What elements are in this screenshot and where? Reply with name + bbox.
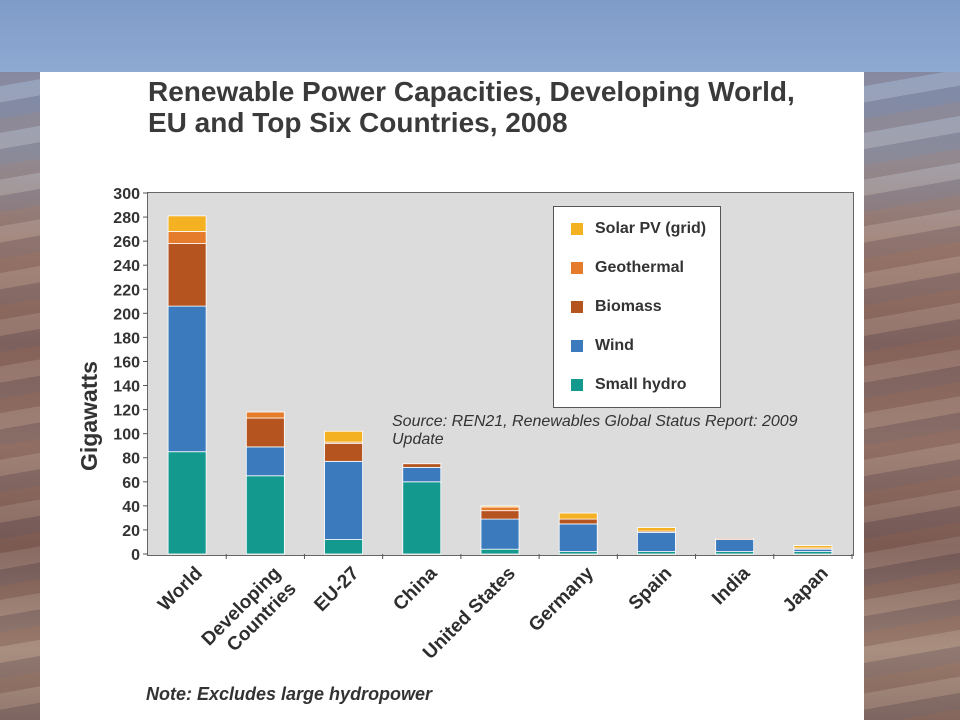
- source-annotation: Source: REN21, Renewables Global Status …: [392, 413, 798, 448]
- x-tick-label: China: [389, 563, 441, 615]
- x-tick-label: Japan: [779, 563, 833, 617]
- x-tick-label-group: EU-27: [310, 563, 363, 616]
- x-tick-label-group: World: [154, 563, 207, 616]
- chart-title-line-1: Renewable Power Capacities, Developing W…: [148, 76, 795, 107]
- x-tick-label-group: Germany: [525, 563, 598, 636]
- legend: Solar PV (grid) Geothermal Biomass Wind …: [553, 206, 721, 408]
- bar-segment-biomass: [402, 463, 442, 468]
- legend-label-wind: Wind: [595, 337, 634, 354]
- legend-swatch-solar-pv: [571, 223, 583, 235]
- bar-segment-small_hydro: [402, 481, 442, 555]
- y-tick-label: 120: [113, 403, 140, 420]
- bar-segment-wind: [715, 539, 755, 552]
- bar-segment-solar_pv: [558, 512, 598, 520]
- legend-swatch-wind: [571, 340, 583, 352]
- y-tick-label: 100: [113, 427, 140, 444]
- y-tick-label: 280: [113, 210, 140, 227]
- y-tick-label: 200: [113, 306, 140, 323]
- bar-segment-wind: [245, 446, 285, 477]
- legend-swatch-biomass: [571, 301, 583, 313]
- bar-segment-biomass: [245, 417, 285, 448]
- bar-segment-biomass: [324, 442, 363, 462]
- bar-segment-wind: [167, 305, 207, 453]
- x-tick-label-group: Japan: [779, 563, 833, 617]
- legend-item-biomass: Biomass: [571, 297, 662, 317]
- y-tick-label: 140: [113, 379, 140, 396]
- bar-segment-wind: [480, 518, 520, 550]
- y-tick-label: 20: [122, 523, 140, 540]
- bar-segment-geothermal: [480, 506, 520, 512]
- bar-segment-geothermal: [245, 411, 285, 419]
- bar-segment-biomass: [167, 243, 207, 307]
- x-tick-label-group: Spain: [625, 563, 676, 614]
- chart-title: Renewable Power Capacities, Developing W…: [148, 76, 848, 138]
- y-axis-label: Gigawatts: [76, 361, 102, 471]
- bar-segment-wind: [637, 531, 676, 552]
- bar-segment-small_hydro: [245, 475, 285, 555]
- legend-swatch-small-hydro: [571, 379, 583, 391]
- x-tick-label: India: [708, 563, 755, 610]
- x-tick-label-group: India: [708, 563, 755, 610]
- bar-segment-wind: [402, 466, 442, 483]
- y-tick-label: 300: [113, 186, 140, 203]
- legend-label-solar-pv: Solar PV (grid): [595, 220, 707, 237]
- bar-segment-solar_pv: [637, 527, 676, 532]
- y-tick-label: 220: [113, 282, 140, 299]
- legend-label-small-hydro: Small hydro: [595, 376, 687, 393]
- y-tick-label: 80: [122, 451, 140, 468]
- bar-segment-biomass: [715, 537, 755, 540]
- legend-item-small-hydro: Small hydro: [571, 375, 687, 395]
- legend-item-geothermal: Geothermal: [571, 258, 684, 278]
- bar-segment-small_hydro: [324, 539, 363, 555]
- legend-item-solar-pv: Solar PV (grid): [571, 219, 706, 239]
- bar-segment-solar_pv: [480, 505, 520, 508]
- y-tick-label: 0: [131, 547, 140, 564]
- bar-segment-solar_pv: [324, 430, 363, 443]
- y-tick-label: 240: [113, 258, 140, 275]
- note-annotation: Note: Excludes large hydropower: [146, 684, 433, 704]
- chart-title-line-2: EU and Top Six Countries, 2008: [148, 107, 568, 138]
- bar-segment-small_hydro: [480, 548, 520, 555]
- y-tick-label: 180: [113, 330, 140, 347]
- bar-segment-geothermal: [167, 231, 207, 244]
- legend-swatch-geothermal: [571, 262, 583, 274]
- x-tick-label: Germany: [525, 563, 598, 636]
- bar-segment-wind: [324, 460, 363, 540]
- x-tick-label: Spain: [625, 563, 676, 614]
- bar-segment-solar_pv: [167, 215, 207, 232]
- y-tick-label: 160: [113, 354, 140, 371]
- bar-segment-biomass: [558, 518, 598, 525]
- legend-item-wind: Wind: [571, 336, 634, 356]
- bar-chart: 0 20 40 60 80 100 120 140 160 180 200 220 240 260 280 3…: [113, 186, 853, 664]
- chart-panel: Renewable Power Capacities, Developing W…: [40, 72, 864, 720]
- y-tick-label: 60: [122, 475, 140, 492]
- background-right: [864, 72, 960, 720]
- bar-segment-biomass: [480, 510, 520, 520]
- bar-segment-small_hydro: [167, 451, 207, 555]
- x-tick-label: EU-27: [310, 563, 363, 616]
- legend-label-biomass: Biomass: [595, 298, 662, 315]
- x-tick-label: World: [154, 563, 207, 616]
- y-tick-label: 260: [113, 234, 140, 251]
- y-tick-label: 40: [122, 499, 140, 516]
- bar-segment-wind: [558, 523, 598, 552]
- bar-segment-solar_pv: [793, 545, 833, 549]
- background-left: [0, 72, 40, 720]
- legend-label-geothermal: Geothermal: [595, 259, 684, 276]
- x-tick-label-group: China: [389, 563, 441, 615]
